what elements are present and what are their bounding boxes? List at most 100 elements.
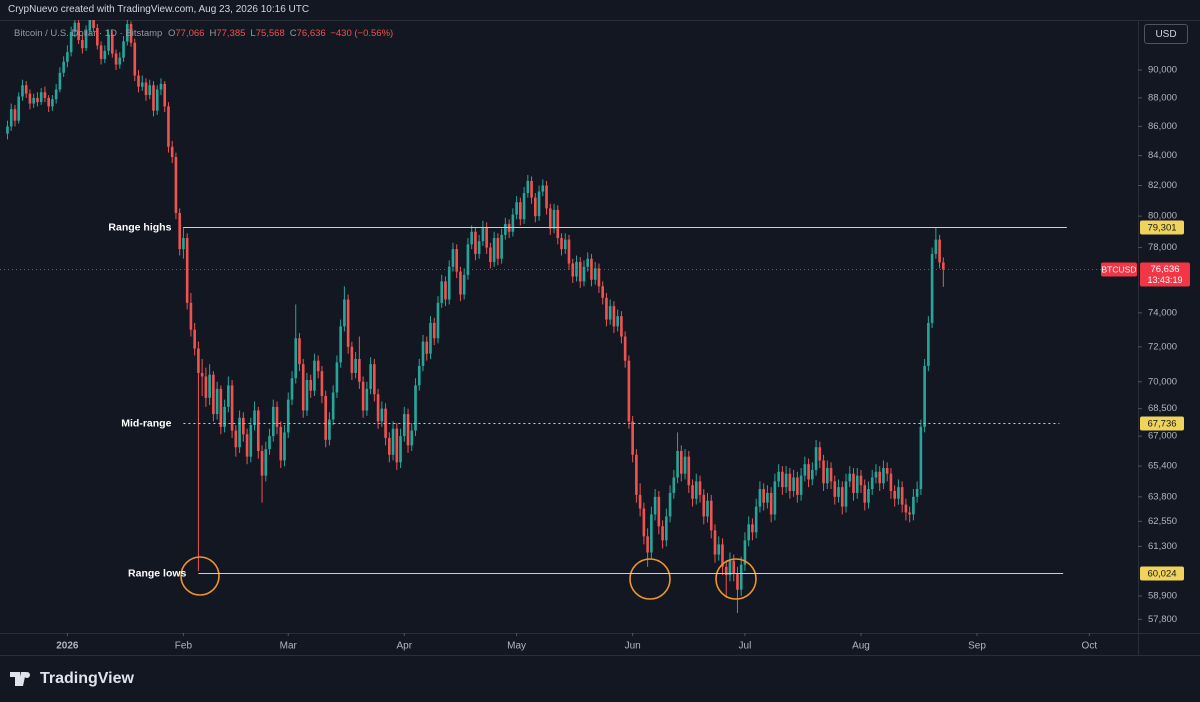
candle-body [620,316,623,337]
candle-body [758,489,762,507]
candle-body [122,41,125,58]
candle-body [28,93,32,104]
candle-body [481,227,485,242]
candle-body [354,358,357,373]
candle-body [264,449,268,476]
candle-body [388,437,391,455]
candle-body [58,72,62,90]
level-tag [1140,416,1184,431]
candle-body [930,253,934,323]
candle-body [290,378,294,400]
candle-body [47,97,50,107]
level-name: Mid-range [121,417,171,429]
candle-body [586,258,590,267]
candle-body [286,399,290,433]
ohlc-values: O77,066 H77,385 L75,568 C76,636 [165,28,328,39]
candle-body [24,85,28,94]
ohlc-value: 77,385 [216,28,246,39]
ohlc-value: 75,568 [255,28,285,39]
candle-body [144,82,148,96]
candle-body [51,99,54,107]
candle-body [350,346,354,373]
candle-body [867,489,870,503]
y-tick-label: 57,800 [1148,614,1177,625]
level-tag-label: 60,024 [1147,569,1176,580]
candle-body [653,496,657,515]
candle-body [942,262,945,270]
candle-body [369,364,372,389]
level-name: Range highs [108,221,171,233]
candle-body [159,83,163,90]
candle-body [556,209,560,239]
candle-body [874,471,878,478]
candle-body [470,231,473,245]
candle-body [339,326,342,363]
candle-body [253,410,256,426]
currency-button[interactable]: USD [1144,24,1188,44]
candle-body [301,364,305,411]
level-tag [1140,220,1184,235]
candle-body [309,380,313,391]
highlight-circle [180,556,220,596]
candle-body [904,504,908,513]
candle-body [803,464,807,476]
y-tick-label: 74,000 [1148,307,1177,318]
candle-body [331,392,335,420]
candle-body [328,419,331,440]
candle-body [133,42,137,76]
y-tick-label: 62,550 [1148,516,1177,527]
candle-body [870,477,874,490]
candle-body [32,97,36,104]
candle-body [848,473,852,482]
candle-body [256,410,260,452]
candle-body [283,432,286,461]
candle-body [376,394,380,422]
symbol-title: Bitcoin / U.S. Dollar · 1D · Bitstamp [14,28,163,39]
candle-body [679,451,683,474]
candle-body [818,447,822,461]
candle-body [500,234,503,259]
candle-body [612,306,616,327]
candle-body [732,560,736,573]
candle-body [110,34,114,54]
candle-body [268,436,271,450]
axes: 90,000 88,000 86,000 84,000 82,000 80,000 78,0… [56,65,1177,652]
candle-body [878,471,882,484]
candle-body [242,417,245,435]
candle-body [489,247,492,262]
candle-body [897,487,900,499]
candle-body [140,82,144,87]
candle-body [537,191,541,217]
candle-body [492,238,496,262]
candle-body [200,372,204,377]
candle-body [208,374,211,398]
candle-body [466,244,470,275]
candle-body [691,485,694,499]
candle-body [305,380,309,411]
candle-body [189,302,193,330]
candle-body [706,500,709,517]
candle-body [530,180,533,198]
plot-area [6,20,945,613]
candle-body [683,456,687,474]
candle-body [54,89,58,100]
candle-body [447,266,451,300]
candle-body [665,516,668,541]
candle-body [646,536,649,553]
candle-body [777,471,780,482]
candle-body [178,213,181,250]
attribution: CrypNuevo created with TradingView.com, … [8,4,310,15]
candle-body [593,268,597,280]
candle-body [721,544,724,567]
y-tick-label: 84,000 [1148,150,1177,161]
y-tick-label: 70,000 [1148,376,1177,387]
candle-body [825,467,829,484]
ohlc-key: C [289,28,297,39]
candle-body [687,456,691,486]
candle-body [313,360,316,391]
candle-body [822,460,825,484]
candle-body [399,436,402,463]
candle-body [77,22,80,41]
candle-body [316,360,320,372]
